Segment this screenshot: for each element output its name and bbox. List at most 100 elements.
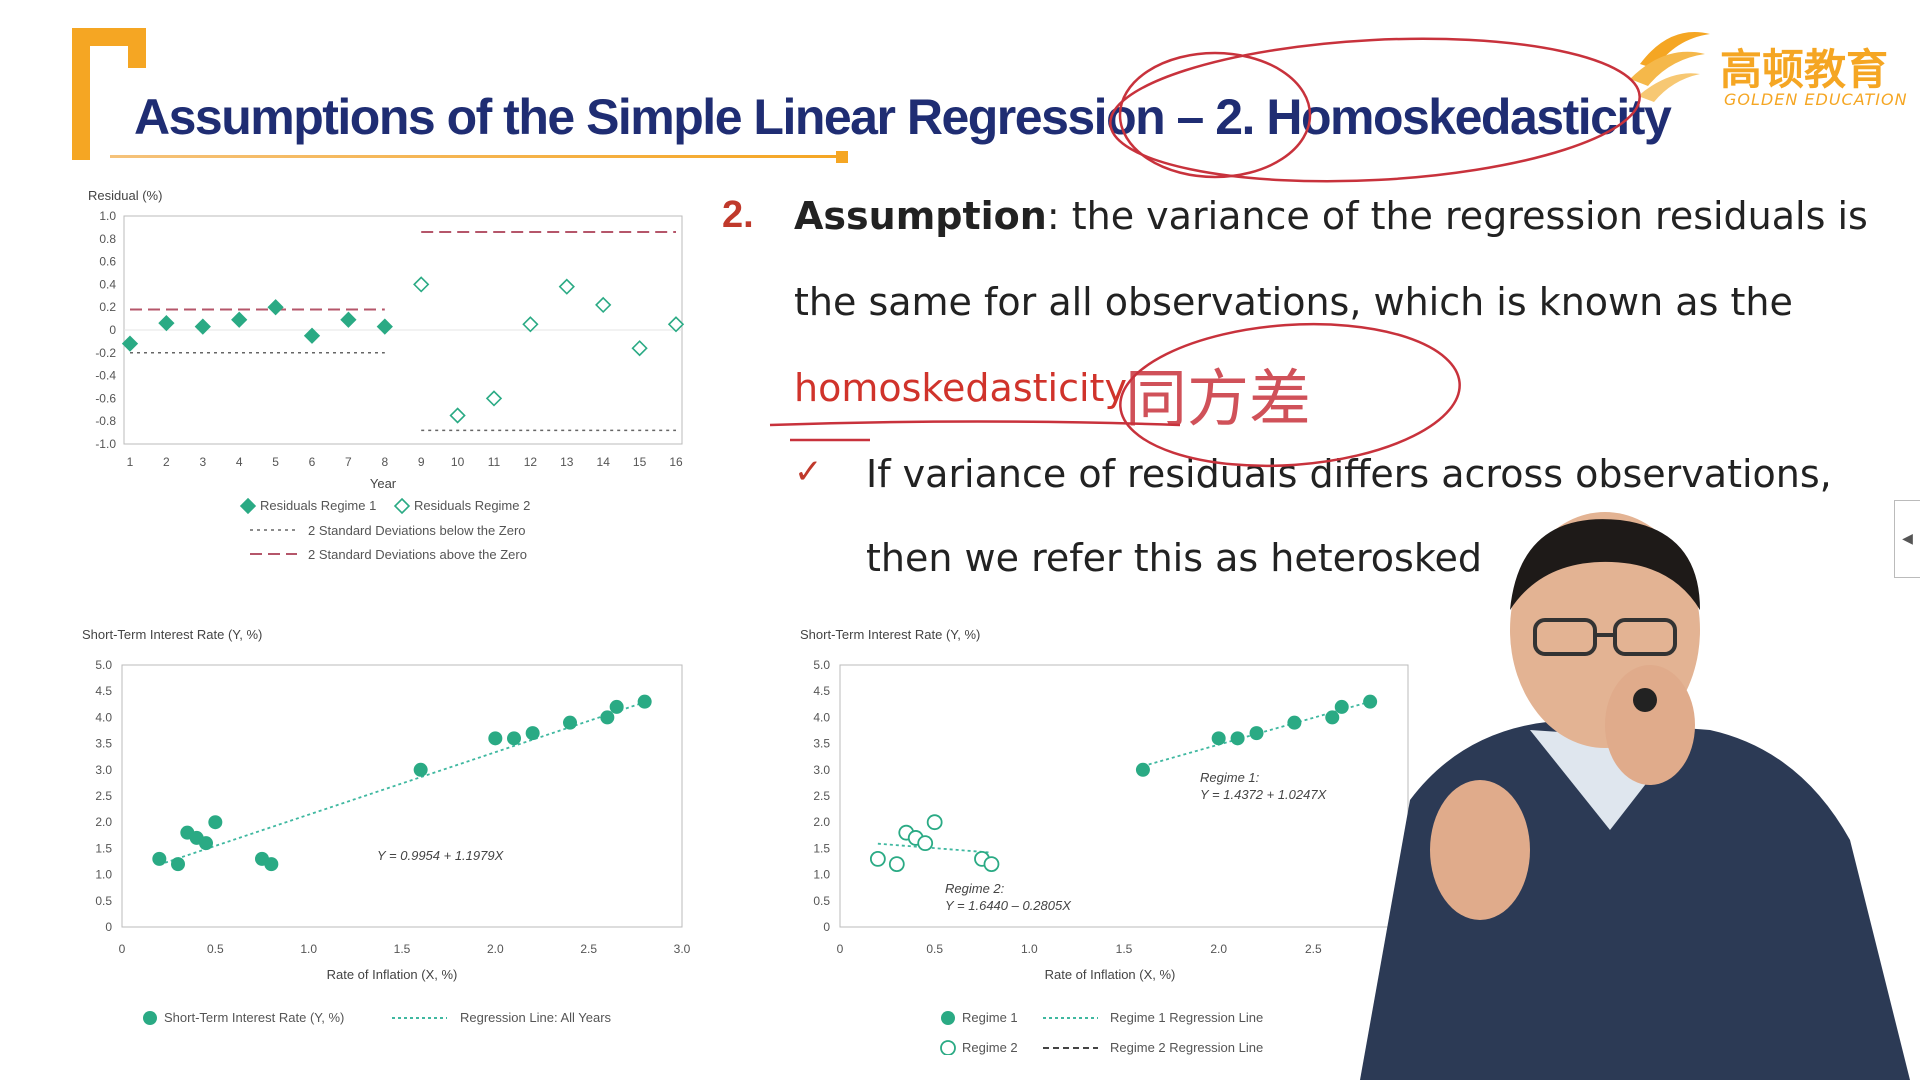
interest-x-tick-label: 2.0 xyxy=(1210,942,1227,956)
scatter-point xyxy=(1325,710,1340,725)
interest-x-tick-label: 2.5 xyxy=(580,942,597,956)
residuals-x-tick-label: 14 xyxy=(597,455,611,469)
residual-point xyxy=(267,299,284,316)
residuals-x-tick-label: 1 xyxy=(127,455,134,469)
interest-x-tick-label: 1.5 xyxy=(1116,942,1133,956)
interest-y-tick-label: 1.5 xyxy=(95,841,112,855)
legend-label-interest-rate: Short-Term Interest Rate (Y, %) xyxy=(164,1010,344,1025)
scatter-point xyxy=(609,699,624,714)
assumption-label: Assumption xyxy=(794,194,1047,238)
interest-x-tick-label: 0.5 xyxy=(926,942,943,956)
residual-point xyxy=(340,311,357,328)
title-underline xyxy=(110,155,840,158)
scatter-point xyxy=(525,726,540,741)
interest-y-tick-label: 1.5 xyxy=(813,841,830,855)
residuals-y-tick-label: -1.0 xyxy=(95,437,116,451)
residuals-x-tick-label: 5 xyxy=(272,455,279,469)
residuals-chart: Residual (%) 1.0 0.8 0.6 0.4 0.2 0 -0.2 -0.4 -0.6… xyxy=(82,180,712,575)
regime-2-annotation-label: Regime 2: xyxy=(945,881,1005,896)
legend-label-below-line: 2 Standard Deviations below the Zero xyxy=(308,523,526,538)
logo-chinese-text: 高顿教育 xyxy=(1720,45,1889,94)
residuals-y-tick-label: -0.8 xyxy=(95,414,116,428)
legend-label-regime-2: Residuals Regime 2 xyxy=(414,498,530,513)
residual-point xyxy=(522,316,539,333)
residual-point xyxy=(376,318,393,335)
assumption-line-2: the same for all observations, which is … xyxy=(794,280,1793,324)
interest-x-tick-label: 1.0 xyxy=(300,942,317,956)
interest-x-tick-label: 2.0 xyxy=(487,942,504,956)
residuals-y-tick-label: 0.2 xyxy=(99,300,116,314)
all-years-chart: Short-Term Interest Rate (Y, %) 5.0 4.5 4.0… xyxy=(82,625,712,1030)
residual-point xyxy=(121,335,139,352)
scatter-point xyxy=(869,850,886,867)
scatter-point xyxy=(1363,694,1378,709)
title-bracket-tick xyxy=(128,28,146,68)
logo-english-text: GOLDEN EDUCATION xyxy=(1724,90,1908,109)
interest-x-tick-label: 1.0 xyxy=(1021,942,1038,956)
legend-marker-regime-1 xyxy=(239,497,257,515)
side-collapse-tab[interactable]: ◀ xyxy=(1894,500,1920,578)
legend-label-regime-2: Regime 2 xyxy=(962,1040,1018,1055)
interest-x-tick-label: 0 xyxy=(119,942,126,956)
interest-x-tick-label: 1.5 xyxy=(394,942,411,956)
interest-plot-frame xyxy=(121,664,683,928)
regression-line xyxy=(159,701,645,866)
annotation-underline xyxy=(769,420,1181,427)
residuals-x-tick-label: 15 xyxy=(633,455,647,469)
interest-x-axis-title: Rate of Inflation (X, %) xyxy=(1045,967,1176,982)
scatter-point xyxy=(488,731,503,746)
residuals-x-tick-label: 16 xyxy=(669,455,683,469)
legend-marker-regime-2 xyxy=(393,497,411,515)
scatter-point xyxy=(1135,762,1150,777)
scatter-point xyxy=(888,856,905,873)
logo-swoosh-icon xyxy=(1630,32,1710,102)
residuals-x-tick-label: 10 xyxy=(451,455,465,469)
residual-point xyxy=(413,276,430,293)
interest-y-tick-label: 4.5 xyxy=(813,684,830,698)
residuals-x-tick-label: 4 xyxy=(236,455,243,469)
scatter-point xyxy=(983,856,1000,873)
residual-point xyxy=(485,390,503,407)
interest-y-tick-label: 4.0 xyxy=(95,710,112,724)
residuals-y-tick-label: -0.4 xyxy=(95,369,116,383)
interest-y-tick-label: 1.0 xyxy=(95,868,112,882)
legend-label-regime-1-line: Regime 1 Regression Line xyxy=(1110,1010,1263,1025)
interest-y-axis-title: Short-Term Interest Rate (Y, %) xyxy=(82,627,262,642)
legend-marker-regime-1 xyxy=(941,1011,955,1025)
interest-y-tick-label: 2.0 xyxy=(95,815,112,829)
residual-point xyxy=(303,327,321,344)
residuals-y-tick-label: 0.6 xyxy=(99,255,116,269)
residual-point xyxy=(558,278,575,295)
residuals-x-tick-label: 2 xyxy=(163,455,170,469)
residuals-x-tick-label: 9 xyxy=(418,455,425,469)
residual-point xyxy=(158,315,175,332)
legend-label-regression-line: Regression Line: All Years xyxy=(460,1010,612,1025)
scatter-point xyxy=(264,857,279,872)
regimes-chart: Short-Term Interest Rate (Y, %) 5.0 4.5 4.0… xyxy=(800,625,1440,1055)
interest-x-axis-title: Rate of Inflation (X, %) xyxy=(327,967,458,982)
regression-line xyxy=(877,842,992,854)
scatter-point xyxy=(600,710,615,725)
residuals-x-tick-label: 3 xyxy=(199,455,206,469)
residuals-y-tick-label: 0.8 xyxy=(99,232,116,246)
interest-y-tick-label: 2.5 xyxy=(95,789,112,803)
interest-y-tick-label: 0.5 xyxy=(95,894,112,908)
legend-label-regime-1: Residuals Regime 1 xyxy=(260,498,376,513)
scatter-point xyxy=(208,815,223,830)
regime-1-annotation-equation: Y = 1.4372 + 1.0247X xyxy=(1200,787,1328,802)
residuals-x-tick-label: 11 xyxy=(488,455,501,469)
presenter-hand xyxy=(1605,665,1695,785)
scatter-point xyxy=(1334,699,1349,714)
interest-y-tick-label: 4.5 xyxy=(95,684,112,698)
slide-title: Assumptions of the Simple Linear Regress… xyxy=(134,89,1672,145)
legend-label-regime-2-line: Regime 2 Regression Line xyxy=(1110,1040,1263,1055)
interest-y-tick-label: 2.0 xyxy=(813,815,830,829)
scatter-point xyxy=(563,715,577,730)
regime-1-annotation-label: Regime 1: xyxy=(1200,770,1260,785)
interest-y-tick-label: 3.0 xyxy=(813,763,830,777)
bullet-line-1: If variance of residuals differs across … xyxy=(866,452,1832,496)
presenter-microphone xyxy=(1633,688,1657,712)
assumption-line-1-rest: : the variance of the regression residua… xyxy=(1046,194,1868,238)
interest-x-tick-label: 0.5 xyxy=(207,942,224,956)
